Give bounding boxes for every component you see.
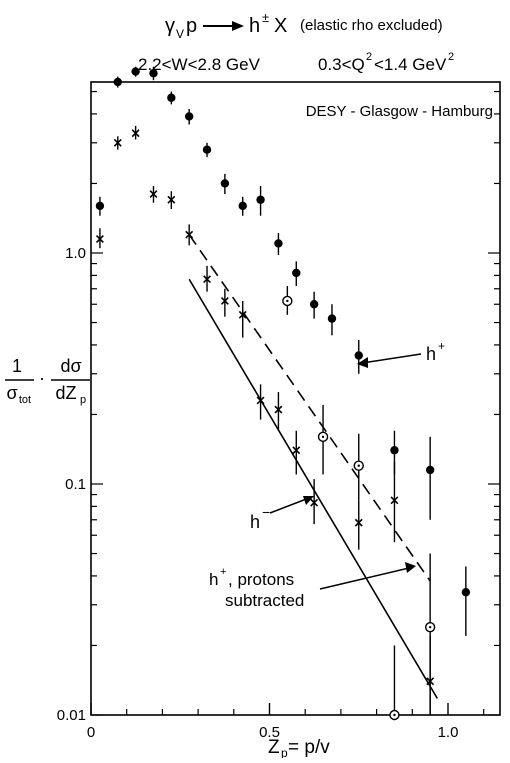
data-point-hminus	[95, 235, 104, 243]
ylabel-den1: σ	[6, 383, 17, 403]
data-point-center-dot	[286, 299, 289, 303]
data-point-hminus	[167, 195, 176, 204]
q2-range-sup2: 2	[448, 51, 454, 63]
y-tick-label: 0.01	[57, 707, 86, 724]
ylabel-den2-sub: p	[80, 394, 86, 406]
data-point-center-dot	[321, 435, 325, 439]
data-point-hminus	[354, 518, 363, 527]
xlabel-sub: p	[281, 746, 288, 758]
q2-range-sup: 2	[366, 51, 372, 63]
data-point-hminus	[390, 496, 399, 505]
annotation-hplus-sub-rest: , protons	[228, 570, 294, 589]
xlabel-main: Z	[268, 737, 280, 758]
solid-model-line	[188, 278, 438, 699]
header: γ V p h ± X (elastic rho excluded) 2.2<W…	[138, 10, 454, 74]
data-point-hminus	[220, 296, 229, 305]
reaction-proton: p	[186, 15, 197, 37]
data-point-hplus	[327, 314, 337, 323]
ylabel-num2: dσ	[60, 356, 81, 376]
q2-range-a: 0.3<Q	[318, 55, 365, 74]
data-point-hplus	[202, 145, 212, 154]
x-tick-label: 0	[87, 724, 95, 741]
annotation-hplus-sub: h	[209, 570, 218, 589]
data-point-hminus	[185, 230, 194, 239]
data-point-hminus	[203, 275, 211, 284]
annotation-hminus-sup: −	[262, 504, 270, 520]
plot-frame	[90, 81, 501, 716]
xlabel-rest: = p/v	[288, 737, 330, 758]
ylabel-den2: dZ	[55, 383, 76, 403]
y-tick-label: 0.1	[65, 476, 86, 493]
dashed-model-line	[188, 234, 431, 582]
data-point-hminus	[131, 129, 140, 138]
annotation-hplus-sub-sup: +	[220, 566, 226, 578]
data-point-hplus	[238, 201, 247, 211]
data-point-hminus	[274, 405, 283, 414]
data-point-hminus	[149, 190, 158, 198]
data-point-center-dot	[428, 625, 432, 629]
annotation-hplus-sub-arrow-head	[405, 562, 416, 573]
reaction-gamma: γ	[165, 15, 175, 37]
annotation-hplus-arrow-head	[357, 357, 368, 368]
data-point-hplus	[425, 465, 435, 475]
reaction-X: X	[274, 15, 287, 37]
data-point-hplus	[220, 179, 230, 188]
data-point-center-dot	[357, 464, 360, 467]
data-point-hplus	[95, 201, 105, 211]
ylabel-num1: 1	[12, 356, 22, 376]
y-axis-label: 1 σ tot · dσ dZ p	[5, 356, 90, 406]
annotation-hplus-sub-arrow-line	[319, 567, 410, 590]
annotations: h + h − h + , protons subtracted	[209, 339, 445, 610]
data-points	[95, 66, 471, 721]
annotation-hminus-arrow-line	[269, 497, 310, 514]
axis-tick-labels: 0 0.5 1.0 0.01 0.1 1.0	[57, 245, 459, 741]
annotation-subtracted: subtracted	[225, 591, 304, 610]
q2-range-b: <1.4 GeV	[374, 55, 447, 74]
data-point-hplus	[184, 112, 194, 121]
data-point-hplus	[309, 300, 319, 309]
x-tick-label: 1.0	[438, 724, 459, 741]
annotation-hplus-arrow-line	[361, 353, 422, 364]
data-point-hminus	[113, 138, 122, 147]
data-point-hminus	[256, 396, 265, 405]
data-point-hplus	[274, 239, 283, 248]
annotation-hplus-sup: +	[438, 339, 445, 353]
data-point-hplus	[461, 588, 471, 597]
x-tick-label: 0.5	[259, 724, 280, 741]
data-point-hplus	[167, 93, 176, 102]
reaction-arrow-head	[232, 21, 244, 31]
data-point-hplus	[131, 67, 140, 76]
chart-title: DESY - Glasgow - Hamburg	[306, 103, 493, 120]
data-point-hminus	[238, 310, 247, 319]
data-point-hplus	[113, 77, 122, 87]
reaction-sub-v: V	[176, 27, 184, 41]
data-point-hminus	[310, 498, 319, 507]
model-lines	[188, 234, 438, 699]
data-point-hplus	[149, 69, 158, 78]
ylabel-dot: ·	[39, 368, 45, 388]
y-tick-label: 1.0	[65, 245, 86, 262]
x-axis-label: Z p = p/v	[268, 737, 330, 760]
data-point-hminus	[292, 446, 301, 455]
reaction-h: h	[249, 15, 260, 37]
w-range: 2.2<W<2.8 GeV	[138, 55, 261, 74]
data-point-hplus	[390, 446, 399, 455]
annotation-hminus-arrow-head	[303, 496, 314, 505]
annotation-hplus: h	[426, 344, 436, 364]
axis-ticks	[90, 90, 500, 716]
reaction-pm: ±	[262, 10, 269, 25]
ylabel-den1-sub: tot	[19, 394, 31, 406]
data-point-hplus	[256, 195, 265, 204]
reaction-note: (elastic rho excluded)	[300, 17, 443, 34]
data-point-hplus	[292, 268, 301, 278]
data-point-center-dot	[393, 713, 396, 717]
data-point-hplus	[354, 351, 363, 360]
annotation-hminus: h	[250, 512, 260, 532]
